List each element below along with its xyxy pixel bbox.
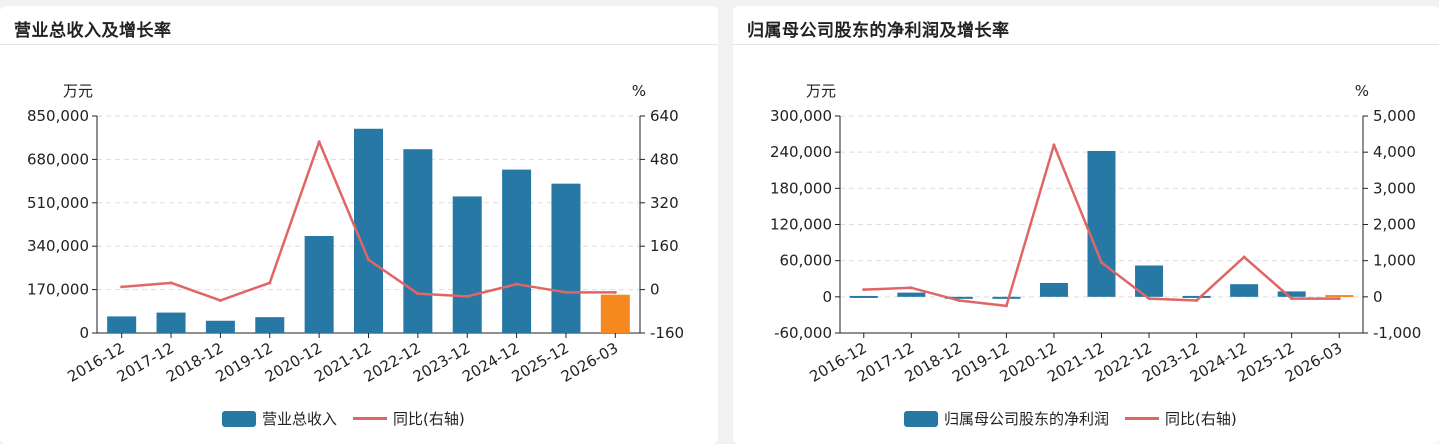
panel-title: 归属母公司股东的净利润及增长率 — [747, 21, 1010, 41]
bar — [205, 320, 235, 333]
left-tick-label: 60,000 — [780, 252, 833, 270]
bar — [403, 149, 433, 333]
right-tick-label: 5,000 — [1373, 107, 1416, 125]
legend-bar-swatch[interactable] — [222, 410, 256, 427]
yoy-point — [367, 258, 370, 262]
left-axis-unit: 万元 — [806, 82, 836, 100]
net-profit-panel: 归属母公司股东的净利润及增长率 万元% 300,000 5,000 240,000 4,… — [733, 6, 1439, 444]
revenue-chart: 万元 % 850,000 640 680,000 480 510,000 320 340,000… — [27, 82, 684, 386]
bar — [1039, 282, 1068, 297]
left-tick-label: 850,000 — [27, 107, 89, 125]
yoy-point — [1100, 260, 1103, 264]
yoy-point — [613, 290, 617, 294]
yoy-point — [465, 294, 469, 298]
yoy-point — [957, 298, 961, 302]
yoy-point — [1004, 304, 1008, 308]
bar — [255, 317, 285, 333]
legend-line-swatch[interactable] — [1125, 417, 1160, 420]
yoy-point — [416, 292, 420, 296]
legend: 营业总收入 同比(右轴) — [222, 408, 465, 429]
left-tick-label: 340,000 — [27, 237, 89, 255]
right-tick-label: 640 — [650, 107, 679, 125]
right-tick-label: -160 — [650, 324, 684, 342]
right-tick-label: -1,000 — [1373, 324, 1421, 342]
bar — [1277, 291, 1306, 297]
right-axis-unit: % — [632, 82, 646, 100]
right-tick-label: 320 — [650, 194, 679, 212]
right-tick-label: 3,000 — [1373, 179, 1416, 197]
bar — [849, 295, 878, 298]
bar — [1182, 295, 1211, 298]
panel-title: 营业总收入及增长率 — [14, 21, 172, 41]
right-tick-label: 4,000 — [1373, 143, 1416, 161]
revenue-panel: 营业总收入及增长率 万元% 850,000 640 680,000 480 510,000… — [0, 6, 718, 444]
legend-line-swatch[interactable] — [353, 417, 388, 420]
right-tick-label: 2,000 — [1373, 216, 1416, 234]
yoy-point — [120, 285, 124, 289]
left-tick-label: 180,000 — [770, 179, 832, 197]
bar — [992, 296, 1021, 299]
yoy-point — [268, 281, 272, 285]
legend-bar-label[interactable]: 营业总收入 — [262, 410, 338, 428]
left-axis-unit: 万元 — [63, 82, 93, 100]
x-tick-label: 2026-03 — [558, 339, 621, 386]
bar — [1087, 150, 1116, 297]
left-tick-label: 0 — [79, 324, 89, 342]
net-profit-chart: 万元 % 300,000 5,000 240,000 4,000 180,000 3,000 1… — [770, 82, 1421, 386]
legend-line-label[interactable]: 同比(右轴) — [1165, 410, 1237, 428]
left-tick-label: 170,000 — [27, 281, 89, 299]
left-tick-label: 300,000 — [770, 107, 832, 125]
bar — [304, 235, 334, 333]
left-tick-label: -60,000 — [774, 324, 832, 342]
bar — [1230, 284, 1259, 297]
legend-bar-swatch[interactable] — [904, 410, 938, 427]
bar — [452, 196, 482, 333]
bar — [107, 316, 137, 333]
left-tick-label: 510,000 — [27, 194, 89, 212]
title-divider — [733, 44, 1439, 45]
yoy-point — [564, 290, 568, 294]
left-tick-label: 0 — [822, 288, 832, 306]
left-tick-label: 120,000 — [770, 216, 832, 234]
left-tick-label: 680,000 — [27, 150, 89, 168]
bar — [156, 312, 186, 333]
yoy-point — [862, 288, 866, 292]
right-tick-label: 160 — [650, 237, 679, 255]
bar — [1325, 295, 1354, 298]
legend-line-label[interactable]: 同比(右轴) — [393, 410, 465, 428]
yoy-point — [1290, 297, 1294, 301]
yoy-point — [515, 282, 519, 286]
bar — [551, 183, 581, 333]
right-tick-label: 1,000 — [1373, 252, 1416, 270]
yoy-point — [169, 281, 173, 285]
yoy-point — [1242, 255, 1246, 259]
legend: 归属母公司股东的净利润 同比(右轴) — [904, 408, 1237, 429]
right-tick-label: 480 — [650, 150, 679, 168]
yoy-point — [1052, 143, 1056, 147]
yoy-point — [1195, 298, 1199, 302]
bar — [897, 292, 926, 297]
legend-bar-label[interactable]: 归属母公司股东的净利润 — [944, 410, 1110, 428]
yoy-point — [1147, 297, 1151, 301]
left-tick-label: 240,000 — [770, 143, 832, 161]
title-divider — [0, 44, 718, 45]
bar — [354, 128, 383, 333]
bar — [502, 169, 532, 333]
yoy-point — [909, 286, 913, 290]
right-axis-unit: % — [1355, 82, 1369, 100]
yoy-point — [1337, 297, 1341, 301]
right-tick-label: 0 — [1373, 288, 1383, 306]
yoy-point — [317, 140, 321, 144]
yoy-point — [218, 298, 222, 302]
right-tick-label: 0 — [650, 281, 660, 299]
bar — [600, 294, 630, 333]
bar — [944, 296, 973, 299]
